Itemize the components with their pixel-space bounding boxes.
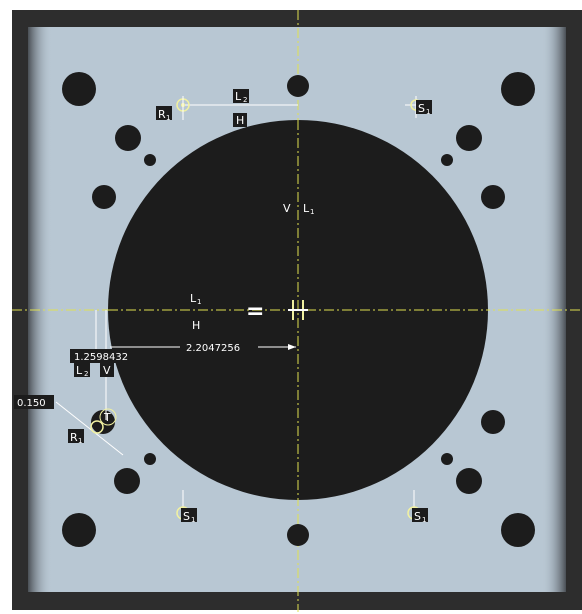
constraint-l2-left-sub: 2 bbox=[84, 370, 88, 378]
constraint-l2-left-letter: L bbox=[76, 364, 83, 377]
hole-ul-1[interactable] bbox=[115, 125, 141, 151]
constraint-l2-top-letter: L bbox=[235, 90, 242, 103]
constraint-r1-left[interactable]: R 1 bbox=[68, 429, 84, 445]
constraint-l1-vertical[interactable]: L 1 bbox=[303, 202, 314, 216]
corner-hole-top-left[interactable] bbox=[62, 72, 96, 106]
constraint-r1-left-letter: R bbox=[70, 431, 78, 444]
constraint-r1-top[interactable]: R 1 bbox=[156, 106, 172, 122]
constraint-r1-top-letter: R bbox=[158, 108, 166, 121]
dim-radius-value: 0.150 bbox=[17, 398, 46, 409]
left-sketch-point[interactable] bbox=[90, 420, 104, 434]
hole-ll-1[interactable] bbox=[91, 410, 115, 434]
constraint-l1-horizontal[interactable]: L 1 bbox=[190, 292, 201, 306]
dim-vertical[interactable]: 1.2598432 bbox=[70, 349, 154, 363]
constraint-s1-bottom-right[interactable]: S 1 bbox=[412, 508, 428, 524]
constraint-r1-left-sub: 1 bbox=[78, 437, 82, 445]
constraint-s1-br-letter: S bbox=[414, 510, 421, 523]
constraint-s1-tr-sub: 1 bbox=[426, 108, 430, 116]
constraint-r1-top-sub: 1 bbox=[166, 114, 170, 122]
dim-horizontal-value: 2.2047256 bbox=[186, 343, 240, 354]
constraint-t-letter: T bbox=[103, 411, 111, 424]
constraint-s1-bottom-left[interactable]: S 1 bbox=[181, 508, 197, 524]
corner-hole-bottom-left[interactable] bbox=[62, 513, 96, 547]
constraint-l1-vertical-letter: L bbox=[303, 202, 310, 215]
constraint-equal[interactable]: = bbox=[246, 299, 264, 324]
dim-radius-leader[interactable] bbox=[55, 401, 124, 456]
small-hole-lr[interactable] bbox=[441, 453, 453, 465]
constraint-l2-left[interactable]: L 2 bbox=[74, 363, 90, 378]
hole-bottom-center[interactable] bbox=[287, 524, 309, 546]
constraint-s1-tr-letter: S bbox=[418, 102, 425, 115]
corner-hole-bottom-right[interactable] bbox=[501, 513, 535, 547]
hole-ll-2[interactable] bbox=[114, 468, 140, 494]
hole-top-center[interactable] bbox=[287, 75, 309, 97]
constraint-s1-br-sub: 1 bbox=[422, 516, 426, 524]
small-hole-ll[interactable] bbox=[144, 453, 156, 465]
corner-hole-top-right[interactable] bbox=[501, 72, 535, 106]
origin-symmetry-marker[interactable] bbox=[288, 300, 308, 320]
hole-ur-1[interactable] bbox=[456, 125, 482, 151]
constraint-l1-vertical-sub: 1 bbox=[310, 208, 314, 216]
constraint-s1-bl-letter: S bbox=[183, 510, 190, 523]
constraint-h-top-letter: H bbox=[236, 114, 244, 127]
constraint-v-left-letter: V bbox=[103, 364, 111, 377]
constraint-h-top[interactable]: H bbox=[233, 113, 247, 127]
constraint-h-center-letter: H bbox=[192, 319, 200, 332]
constraint-l1-horizontal-sub: 1 bbox=[197, 298, 201, 306]
small-hole-ur[interactable] bbox=[441, 154, 453, 166]
constraint-h-center[interactable]: H bbox=[192, 319, 200, 332]
hole-lr-1[interactable] bbox=[481, 410, 505, 434]
constraint-l1-horizontal-letter: L bbox=[190, 292, 197, 305]
constraint-v-left[interactable]: V bbox=[100, 363, 114, 377]
hole-ul-2[interactable] bbox=[92, 185, 116, 209]
constraint-t-left[interactable]: T bbox=[99, 408, 117, 426]
dim-radius[interactable]: 0.150 bbox=[14, 395, 54, 409]
constraint-l2-top[interactable]: L 2 bbox=[233, 89, 249, 104]
hole-ur-2[interactable] bbox=[481, 185, 505, 209]
constraint-l2-top-sub: 2 bbox=[243, 96, 247, 104]
dim-horizontal-arrow bbox=[288, 344, 296, 350]
constraint-v-center-letter: V bbox=[283, 202, 291, 215]
dim-horizontal[interactable]: 2.2047256 bbox=[180, 340, 258, 354]
constraint-s1-top-right[interactable]: S 1 bbox=[416, 100, 432, 116]
small-hole-ul[interactable] bbox=[144, 154, 156, 166]
constraint-v-center[interactable]: V bbox=[283, 202, 291, 215]
hole-lr-2[interactable] bbox=[456, 468, 482, 494]
dim-vertical-value: 1.2598432 bbox=[74, 352, 128, 363]
constraint-s1-bl-sub: 1 bbox=[191, 516, 195, 524]
constraint-equal-symbol: = bbox=[246, 299, 264, 324]
